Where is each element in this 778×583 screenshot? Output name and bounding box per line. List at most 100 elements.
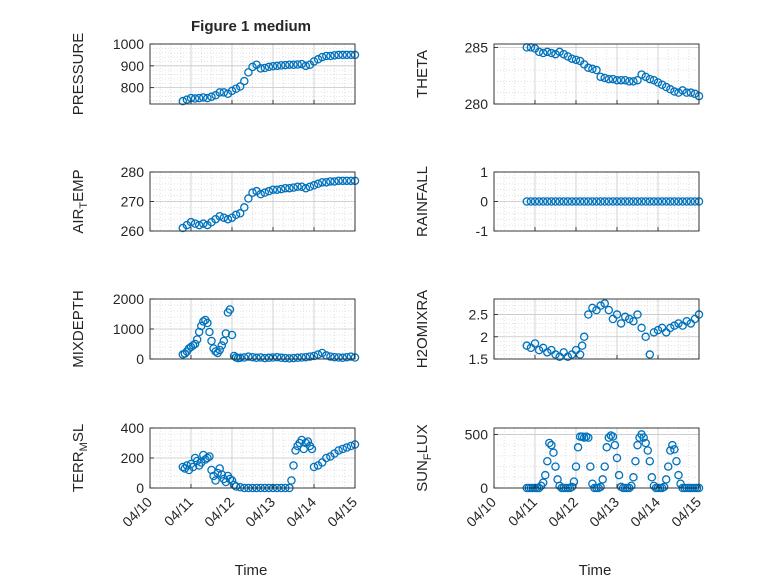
- data-point: [240, 76, 249, 86]
- data-point: [194, 220, 204, 230]
- data-point: [559, 49, 568, 59]
- data-point: [614, 470, 624, 480]
- data-point: [334, 446, 343, 455]
- data-point: [661, 197, 671, 206]
- data-point: [571, 197, 581, 206]
- data-point: [313, 350, 323, 359]
- data-point: [575, 197, 585, 206]
- data-point: [600, 462, 609, 471]
- data-point: [666, 323, 675, 333]
- data-point: [629, 197, 638, 206]
- data-point: [221, 329, 231, 338]
- subplot-air-temp: 260 270 280 AIRTEMP: [70, 164, 360, 239]
- data-point: [240, 203, 249, 212]
- data-point: [305, 182, 315, 191]
- data-point: [264, 186, 274, 196]
- y-axis-label: TERRMSL: [70, 424, 90, 492]
- data-point: [297, 353, 306, 362]
- data-point: [690, 197, 700, 206]
- data-point: [203, 318, 212, 328]
- data-point: [330, 177, 339, 186]
- data-point: [256, 64, 265, 73]
- data-point: [625, 197, 634, 206]
- y-tick-label: 0: [480, 194, 488, 210]
- data-point: [309, 351, 319, 361]
- data-point: [330, 51, 339, 60]
- data-point: [215, 211, 224, 221]
- data-point: [235, 482, 245, 492]
- data-point: [604, 433, 614, 442]
- y-tick-label: 0: [136, 480, 144, 496]
- data-point: [555, 47, 564, 57]
- y-tick-label: 900: [121, 58, 145, 74]
- data-point: [573, 443, 583, 452]
- subplot-mixdepth: 0 1000 2000 MIXDEPTH: [70, 290, 360, 368]
- data-point: [178, 96, 188, 106]
- data-point: [620, 312, 630, 322]
- data-point: [567, 54, 577, 63]
- y-tick-label: 1000: [113, 321, 144, 337]
- data-point: [551, 49, 560, 59]
- data-point: [645, 74, 655, 84]
- data-point: [672, 456, 681, 466]
- data-point: [670, 87, 679, 96]
- y-label-rest: EMP: [70, 169, 87, 202]
- data-point: [629, 473, 638, 482]
- data-point: [604, 197, 614, 206]
- data-point: [678, 86, 687, 95]
- data-point: [555, 197, 564, 206]
- data-point: [592, 65, 601, 75]
- data-point: [600, 299, 609, 308]
- data-point: [567, 197, 577, 206]
- data-point: [235, 209, 245, 218]
- data-point: [637, 70, 646, 79]
- y-tick-label: 285: [465, 39, 489, 55]
- data-point: [227, 330, 237, 340]
- data-point: [272, 61, 282, 71]
- data-point: [231, 210, 241, 220]
- data-point: [659, 482, 669, 492]
- y-tick-label: 400: [121, 420, 145, 436]
- data-point: [682, 197, 691, 206]
- data-point: [592, 197, 601, 206]
- axis-box: [493, 298, 700, 360]
- y-label-rest: SL: [70, 424, 87, 442]
- y-tick-label: 200: [121, 450, 145, 466]
- data-point: [194, 93, 204, 103]
- data-point: [248, 62, 257, 72]
- data-point: [612, 310, 622, 319]
- y-tick-label: 500: [465, 426, 489, 442]
- data-point: [190, 339, 200, 349]
- data-point: [338, 353, 347, 363]
- data-point: [231, 84, 241, 93]
- data-point: [215, 345, 224, 355]
- data-point: [268, 185, 278, 194]
- data-point: [670, 445, 679, 454]
- data-point: [549, 448, 558, 457]
- data-point: [281, 183, 290, 193]
- data-point: [293, 60, 302, 69]
- subplot-pressure: 800 900 1000 PRESSURE: [70, 33, 360, 115]
- data-point: [612, 453, 622, 463]
- data-point: [643, 446, 653, 455]
- data-point: [596, 197, 605, 206]
- y-tick-label: 280: [121, 164, 145, 180]
- data-point: [330, 352, 339, 362]
- data-point: [569, 477, 579, 486]
- data-point: [657, 80, 667, 90]
- data-point: [661, 82, 671, 92]
- data-point: [287, 476, 296, 485]
- data-point: [285, 354, 294, 363]
- data-point: [639, 433, 648, 442]
- figure-title: Figure 1 medium: [191, 18, 311, 35]
- data-point: [584, 63, 593, 73]
- data-point: [317, 52, 327, 62]
- axis-box: [493, 427, 700, 489]
- data-point: [620, 75, 630, 85]
- data-point: [256, 189, 265, 199]
- data-point: [276, 353, 286, 363]
- data-series-air-temp: [178, 176, 360, 233]
- data-point: [293, 182, 302, 191]
- data-point: [649, 197, 659, 206]
